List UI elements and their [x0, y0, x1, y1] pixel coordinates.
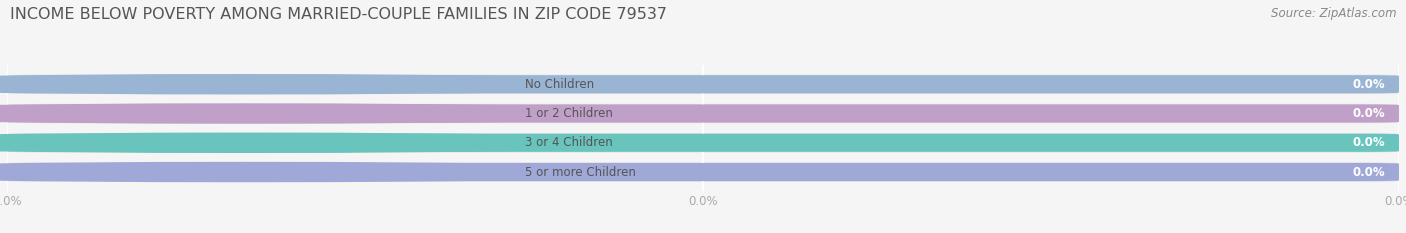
- FancyBboxPatch shape: [7, 75, 1399, 93]
- FancyBboxPatch shape: [314, 134, 354, 152]
- FancyBboxPatch shape: [7, 134, 1399, 152]
- Circle shape: [0, 75, 697, 94]
- Text: No Children: No Children: [524, 78, 593, 91]
- FancyBboxPatch shape: [314, 104, 354, 123]
- Text: 5 or more Children: 5 or more Children: [524, 165, 636, 178]
- Text: 0.0%: 0.0%: [1353, 78, 1385, 91]
- FancyBboxPatch shape: [7, 104, 1399, 123]
- FancyBboxPatch shape: [314, 134, 1399, 152]
- Circle shape: [0, 133, 697, 152]
- Text: 1 or 2 Children: 1 or 2 Children: [524, 107, 613, 120]
- FancyBboxPatch shape: [314, 163, 1399, 181]
- Text: 3 or 4 Children: 3 or 4 Children: [524, 136, 613, 149]
- Text: 0.0%: 0.0%: [1353, 107, 1385, 120]
- FancyBboxPatch shape: [314, 75, 1399, 93]
- FancyBboxPatch shape: [7, 163, 1399, 181]
- Text: Source: ZipAtlas.com: Source: ZipAtlas.com: [1271, 7, 1396, 20]
- FancyBboxPatch shape: [314, 75, 354, 93]
- Text: 0.0%: 0.0%: [1353, 136, 1385, 149]
- Circle shape: [0, 162, 697, 182]
- FancyBboxPatch shape: [314, 104, 1399, 123]
- Text: INCOME BELOW POVERTY AMONG MARRIED-COUPLE FAMILIES IN ZIP CODE 79537: INCOME BELOW POVERTY AMONG MARRIED-COUPL…: [10, 7, 666, 22]
- Circle shape: [0, 104, 697, 123]
- Text: 0.0%: 0.0%: [1353, 165, 1385, 178]
- FancyBboxPatch shape: [314, 163, 354, 181]
